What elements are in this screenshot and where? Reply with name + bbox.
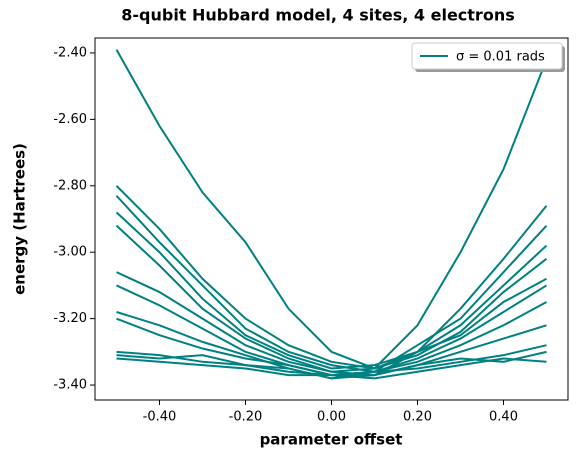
x-tick-label: 0.00 <box>317 410 346 425</box>
legend-label: σ = 0.01 rads <box>456 50 545 65</box>
x-tick-label: 0.20 <box>403 410 432 425</box>
y-tick-label: -2.60 <box>53 112 87 127</box>
series-line <box>115 49 548 370</box>
series-line <box>115 211 548 370</box>
series-line <box>116 271 547 377</box>
x-tick-label: -0.20 <box>229 410 263 425</box>
series-line <box>115 195 548 373</box>
plot-frame <box>94 37 569 401</box>
series-line <box>116 317 547 377</box>
series-line <box>115 224 548 373</box>
series-line <box>115 185 548 370</box>
y-tick-label: -3.20 <box>53 311 87 326</box>
series-line <box>116 357 547 380</box>
y-tick-label: -3.00 <box>53 245 87 260</box>
y-axis-label: energy (Hartrees) <box>11 143 29 295</box>
y-tick-label: -2.80 <box>53 178 87 193</box>
y-tick-label: -3.40 <box>53 378 87 393</box>
x-tick-label: 0.40 <box>489 410 518 425</box>
series-line <box>116 350 547 380</box>
chart-title: 8-qubit Hubbard model, 4 sites, 4 electr… <box>121 6 514 25</box>
legend-box <box>411 42 563 70</box>
series-line <box>116 301 547 380</box>
y-tick-label: -2.40 <box>53 45 87 60</box>
x-axis-label: parameter offset <box>260 431 403 449</box>
x-tick-label: -0.40 <box>143 410 177 425</box>
